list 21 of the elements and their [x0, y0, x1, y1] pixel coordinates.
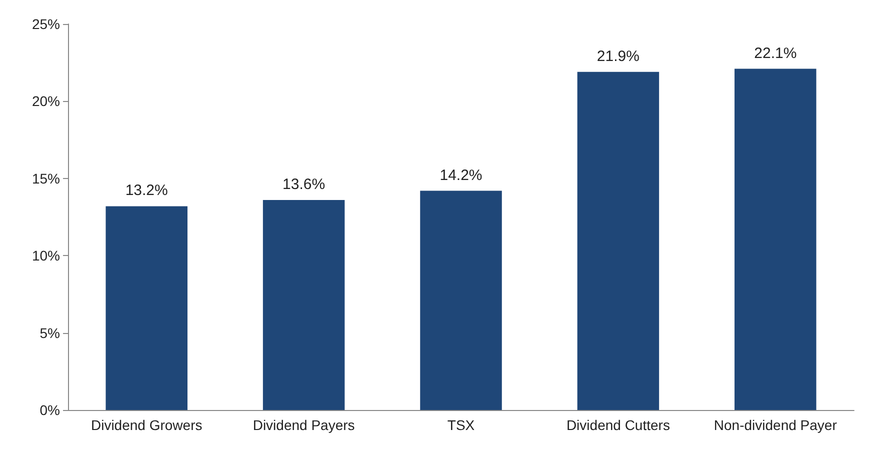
y-tick-label: 10% — [32, 248, 60, 264]
bar — [106, 206, 188, 410]
x-tick-label: TSX — [447, 417, 476, 433]
x-tick-label: Dividend Payers — [252, 417, 355, 433]
x-tick-label: Dividend Growers — [90, 417, 202, 433]
data-label: 13.6% — [282, 176, 326, 194]
x-tick-label: Non-dividend Payer — [714, 417, 838, 433]
x-tick-label: Dividend Cutters — [566, 417, 670, 433]
y-tick-label: 0% — [40, 402, 60, 418]
bar — [420, 190, 502, 410]
y-tick-label: 20% — [32, 93, 60, 110]
data-label: 13.2% — [125, 182, 168, 200]
bar — [577, 72, 660, 410]
data-label: 14.2% — [440, 166, 482, 184]
data-label: 21.9% — [596, 48, 640, 65]
data-label: 22.1% — [754, 44, 797, 62]
bar — [734, 68, 816, 410]
y-tick-label: 15% — [32, 170, 60, 186]
y-tick-label: 5% — [40, 324, 60, 341]
y-tick-label: 25% — [32, 16, 60, 32]
bar — [262, 200, 345, 410]
